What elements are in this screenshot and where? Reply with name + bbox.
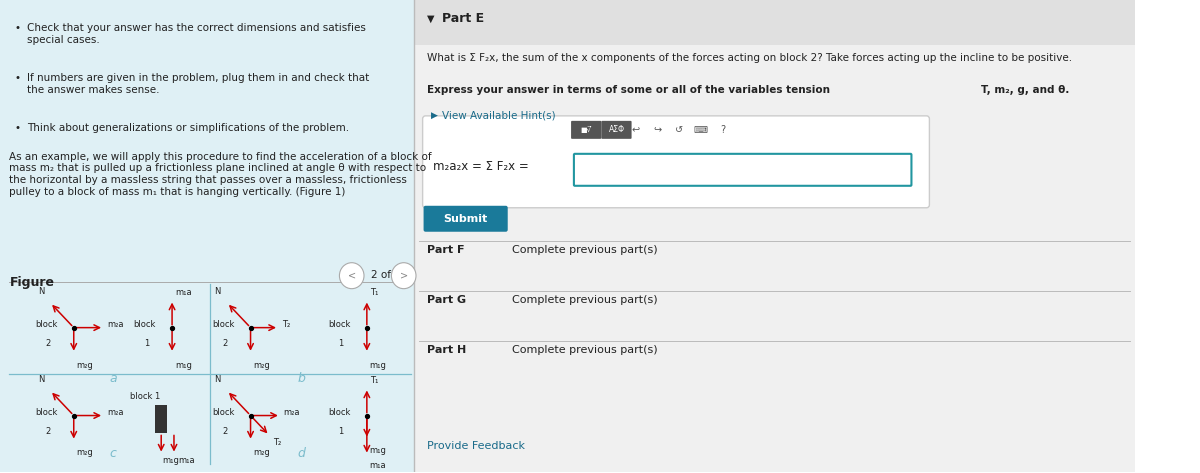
Text: m₁a: m₁a (175, 288, 192, 297)
Text: m₁a: m₁a (178, 456, 194, 465)
Text: If numbers are given in the problem, plug them in and check that
the answer make: If numbers are given in the problem, plu… (28, 73, 370, 95)
FancyBboxPatch shape (574, 154, 912, 186)
Text: b: b (298, 372, 306, 385)
Text: T₁: T₁ (370, 288, 378, 297)
FancyBboxPatch shape (601, 121, 631, 139)
FancyBboxPatch shape (422, 116, 930, 208)
Text: •: • (14, 23, 20, 33)
Text: <: < (348, 270, 355, 280)
Text: N: N (38, 287, 44, 296)
Text: m₁a: m₁a (370, 462, 386, 471)
Text: ■√̅: ■√̅ (581, 126, 592, 133)
Text: block: block (328, 320, 350, 329)
Text: T₂: T₂ (274, 438, 282, 447)
Text: d: d (298, 447, 306, 461)
Text: Provide Feedback: Provide Feedback (427, 440, 526, 450)
Text: block: block (211, 408, 234, 417)
FancyBboxPatch shape (571, 121, 601, 139)
Text: Express your answer in terms of some or all of the variables tension: Express your answer in terms of some or … (427, 85, 834, 95)
Text: 2: 2 (46, 427, 50, 436)
Circle shape (391, 263, 416, 289)
Text: m₂g: m₂g (77, 448, 94, 457)
Text: 1: 1 (338, 339, 343, 348)
Text: T₂: T₂ (282, 320, 290, 329)
Text: ΑΣΦ: ΑΣΦ (608, 125, 624, 134)
Text: N: N (38, 375, 44, 384)
Text: Complete previous part(s): Complete previous part(s) (512, 345, 658, 355)
Text: What is Σ F₂x, the sum of the x components of the forces acting on block 2? Take: What is Σ F₂x, the sum of the x componen… (427, 53, 1073, 63)
Text: block: block (35, 320, 58, 329)
Text: m₂a: m₂a (107, 408, 124, 417)
Text: As an example, we will apply this procedure to find the acceleration of a block : As an example, we will apply this proced… (10, 152, 432, 197)
Text: m₁g: m₁g (370, 446, 386, 455)
Text: •: • (14, 73, 20, 83)
Text: block 1: block 1 (131, 392, 161, 401)
Text: Part F: Part F (427, 245, 464, 255)
Text: ?: ? (720, 125, 725, 135)
Text: Part G: Part G (427, 295, 467, 305)
Text: Check that your answer has the correct dimensions and satisfies
special cases.: Check that your answer has the correct d… (28, 23, 366, 44)
Bar (414, 0, 1134, 473)
Text: m₂g: m₂g (253, 448, 270, 457)
Text: T, m₂, g, and θ.: T, m₂, g, and θ. (982, 85, 1069, 95)
Text: >: > (400, 270, 408, 280)
Text: 1: 1 (338, 427, 343, 436)
Text: block: block (133, 320, 156, 329)
Text: 2: 2 (46, 339, 50, 348)
Text: View Available Hint(s): View Available Hint(s) (443, 111, 556, 121)
Text: ⌨: ⌨ (694, 125, 708, 135)
Text: Complete previous part(s): Complete previous part(s) (512, 295, 658, 305)
Text: m₂a: m₂a (283, 408, 300, 417)
Text: m₁g: m₁g (163, 456, 180, 465)
Text: block: block (211, 320, 234, 329)
Text: m₁g: m₁g (370, 360, 386, 369)
Text: c: c (109, 447, 116, 461)
FancyBboxPatch shape (424, 206, 508, 232)
Text: ↩: ↩ (631, 125, 640, 135)
Text: 2: 2 (222, 339, 228, 348)
Text: Complete previous part(s): Complete previous part(s) (512, 245, 658, 255)
Text: m₂a₂x = Σ F₂x =: m₂a₂x = Σ F₂x = (433, 160, 529, 173)
Text: ↺: ↺ (674, 125, 683, 135)
Text: block: block (328, 408, 350, 417)
Text: m₂g: m₂g (77, 360, 94, 369)
Text: Part E: Part E (443, 12, 485, 26)
Bar (155, 404, 167, 432)
Bar (0, 0, 414, 473)
Text: 2 of 2: 2 of 2 (371, 270, 401, 280)
Text: N: N (215, 375, 221, 384)
Text: ▶: ▶ (431, 111, 438, 120)
Circle shape (340, 263, 364, 289)
Text: Figure: Figure (10, 276, 54, 289)
Text: 2: 2 (222, 427, 228, 436)
Bar (414, 0, 1134, 45)
Text: block: block (35, 408, 58, 417)
Text: Part H: Part H (427, 345, 467, 355)
Text: Submit: Submit (444, 214, 487, 224)
Text: m₁g: m₁g (175, 360, 192, 369)
Text: T₁: T₁ (370, 376, 378, 385)
Text: ↪: ↪ (653, 125, 661, 135)
Text: m₂a: m₂a (107, 320, 124, 329)
Text: a: a (109, 372, 118, 385)
Text: Think about generalizations or simplifications of the problem.: Think about generalizations or simplific… (28, 123, 349, 133)
Text: •: • (14, 123, 20, 133)
Text: N: N (215, 287, 221, 296)
Text: 1: 1 (144, 339, 149, 348)
Text: ▼: ▼ (427, 14, 434, 24)
Text: m₂g: m₂g (253, 360, 270, 369)
